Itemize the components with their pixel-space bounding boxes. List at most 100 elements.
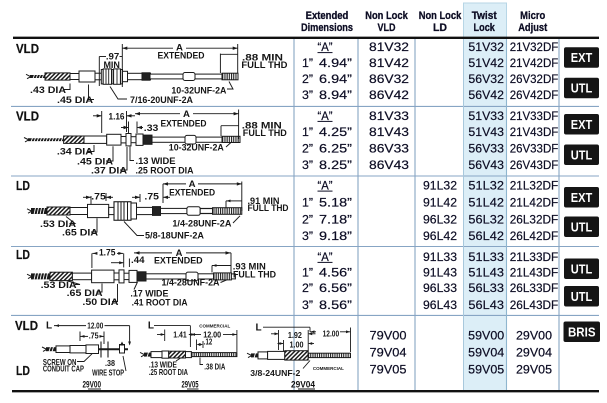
svg-text:21L43DF: 21L43DF (510, 265, 559, 279)
svg-text:79V00: 79V00 (370, 329, 407, 343)
svg-text:EXT: EXT (571, 191, 593, 205)
svg-text:29V00: 29V00 (516, 329, 552, 343)
svg-text:21L32DF: 21L32DF (510, 179, 559, 193)
svg-text:3”: 3” (302, 229, 313, 243)
svg-text:7.18”: 7.18” (319, 213, 352, 227)
svg-text:26L33DF: 26L33DF (510, 281, 559, 295)
svg-text:.33: .33 (144, 122, 159, 133)
svg-text:.88 MIN: .88 MIN (242, 52, 283, 63)
svg-text:1.92: 1.92 (288, 330, 302, 340)
svg-text:.17 WIDE: .17 WIDE (130, 288, 168, 299)
svg-text:SCREW ON: SCREW ON (43, 358, 77, 367)
svg-text:4.94”: 4.94” (319, 56, 352, 70)
svg-text:WIRE STOP: WIRE STOP (92, 369, 124, 378)
svg-text:EXT: EXT (571, 118, 593, 132)
svg-text:“A”: “A” (318, 40, 333, 54)
svg-text:1”: 1” (302, 265, 313, 279)
svg-text:1”: 1” (302, 125, 313, 139)
svg-text:Dimensions: Dimensions (301, 22, 353, 34)
svg-text:MIN: MIN (103, 59, 120, 70)
svg-text:21V33DF: 21V33DF (510, 109, 559, 123)
svg-text:96L43: 96L43 (423, 298, 457, 312)
svg-text:3/8-24UNF-2: 3/8-24UNF-2 (250, 368, 300, 378)
svg-text:.45 DIA: .45 DIA (57, 94, 93, 105)
svg-text:26V32DF: 26V32DF (510, 72, 559, 86)
svg-text:.25 ROOT DIA: .25 ROOT DIA (136, 164, 194, 175)
svg-text:EXTENDED: EXTENDED (158, 50, 205, 60)
svg-text:3”: 3” (302, 158, 313, 172)
svg-text:COMMERCIAL: COMMERCIAL (313, 366, 344, 371)
svg-text:56V33: 56V33 (468, 142, 504, 156)
svg-text:UTL: UTL (571, 262, 593, 276)
svg-text:L: L (256, 323, 262, 334)
svg-text:12.00: 12.00 (323, 328, 340, 338)
svg-text:VLD: VLD (15, 319, 38, 333)
svg-text:.97: .97 (106, 50, 120, 61)
svg-text:EXTENDED: EXTENDED (169, 187, 215, 197)
svg-text:.12: .12 (204, 337, 213, 347)
svg-text:56L32: 56L32 (468, 213, 504, 227)
svg-text:EXTENDED: EXTENDED (154, 256, 203, 266)
svg-text:VLD: VLD (16, 42, 39, 56)
svg-text:L: L (148, 320, 154, 331)
svg-text:A: A (183, 109, 190, 120)
svg-text:COMMERCIAL: COMMERCIAL (199, 324, 230, 329)
svg-text:.41 ROOT DIA: .41 ROOT DIA (132, 297, 188, 308)
svg-text:CONDUIT CAP: CONDUIT CAP (43, 365, 84, 374)
svg-text:3”: 3” (302, 298, 313, 312)
svg-text:91L42: 91L42 (423, 196, 457, 210)
svg-text:FULL THD: FULL THD (248, 203, 289, 214)
svg-text:51L33: 51L33 (468, 250, 504, 264)
svg-text:86V33: 86V33 (369, 142, 409, 156)
svg-text:10-32UNF-2A: 10-32UNF-2A (169, 141, 224, 152)
svg-text:A: A (176, 42, 183, 53)
svg-text:26L43DF: 26L43DF (510, 298, 559, 312)
svg-text:.45 DIA: .45 DIA (77, 155, 113, 166)
svg-text:1.41: 1.41 (173, 329, 187, 339)
svg-text:FULL THD: FULL THD (243, 128, 287, 139)
svg-text:51L43: 51L43 (468, 265, 504, 279)
svg-text:79V05: 79V05 (370, 362, 407, 376)
svg-text:8.25”: 8.25” (319, 158, 352, 172)
svg-text:26V42DF: 26V42DF (510, 88, 559, 102)
svg-text:.25 ROOT DIA: .25 ROOT DIA (149, 368, 188, 377)
svg-text:5.18”: 5.18” (319, 196, 352, 210)
svg-text:2”: 2” (302, 213, 313, 227)
svg-text:.65 DIA: .65 DIA (62, 226, 98, 237)
svg-text:29V04: 29V04 (516, 346, 552, 360)
svg-text:79V04: 79V04 (370, 346, 407, 360)
svg-text:Micro: Micro (520, 10, 545, 22)
svg-text:21L42DF: 21L42DF (510, 196, 559, 210)
svg-text:26V43DF: 26V43DF (510, 158, 559, 172)
svg-text:UTL: UTL (571, 148, 593, 162)
svg-text:81V33: 81V33 (369, 109, 409, 123)
svg-text:BRIS: BRIS (568, 325, 596, 339)
svg-text:2”: 2” (302, 72, 313, 86)
svg-text:59V04: 59V04 (468, 346, 504, 360)
svg-text:21V42DF: 21V42DF (510, 56, 559, 70)
svg-text:51V43: 51V43 (468, 125, 504, 139)
svg-text:.65 DIA: .65 DIA (67, 287, 103, 298)
svg-text:91L32: 91L32 (423, 179, 457, 193)
svg-text:1/4-28UNF-2A: 1/4-28UNF-2A (172, 217, 231, 228)
svg-text:.88 MIN: .88 MIN (242, 121, 282, 132)
svg-text:8.56”: 8.56” (319, 298, 352, 312)
svg-text:81V42: 81V42 (369, 56, 409, 70)
svg-text:“A”: “A” (318, 109, 333, 123)
svg-text:.13 WIDE: .13 WIDE (149, 361, 177, 370)
svg-text:.38 DIA: .38 DIA (204, 363, 225, 372)
svg-text:EXTENDED: EXTENDED (161, 119, 207, 129)
svg-text:6.25”: 6.25” (319, 142, 352, 156)
svg-text:21L33DF: 21L33DF (510, 250, 559, 264)
svg-text:3”: 3” (302, 88, 313, 102)
svg-text:Non Lock: Non Lock (419, 10, 462, 22)
svg-text:51L42: 51L42 (468, 196, 504, 210)
svg-text:1.16: 1.16 (109, 111, 125, 122)
svg-text:A: A (176, 247, 183, 258)
svg-text:LD: LD (433, 22, 447, 34)
svg-text:51V32: 51V32 (468, 40, 504, 54)
svg-text:21V32DF: 21V32DF (510, 40, 559, 54)
svg-text:56V42: 56V42 (468, 88, 504, 102)
svg-text:.75: .75 (144, 191, 159, 202)
svg-text:91L43: 91L43 (423, 265, 457, 279)
